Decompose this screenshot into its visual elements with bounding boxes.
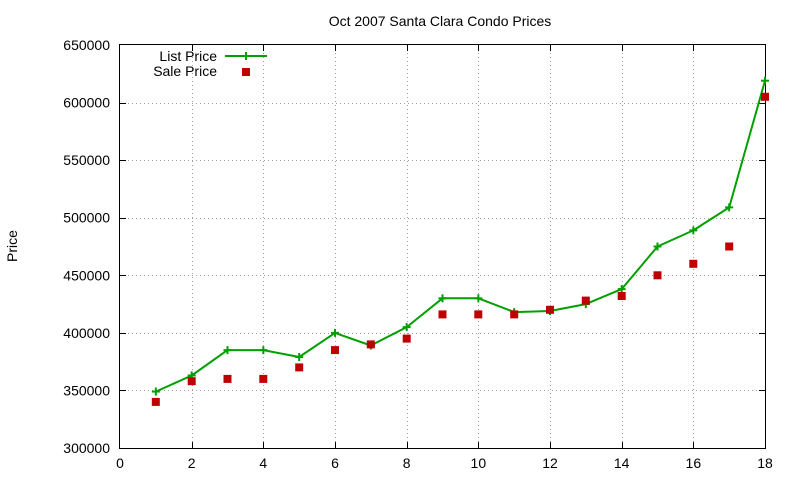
- list-price-point: [761, 76, 769, 85]
- y-tick-labels: 300000 350000 400000 450000 500000 550000 6000…: [63, 37, 110, 456]
- sale-price-point: [510, 310, 519, 319]
- sale-price-point: [295, 363, 304, 372]
- y-tick-label: 350000: [63, 382, 110, 398]
- sale-price-point: [366, 340, 375, 349]
- legend-marker-list-price: [242, 52, 250, 60]
- legend-marker-sale-price: [242, 68, 250, 76]
- legend-label-sale-price: Sale Price: [153, 63, 217, 79]
- x-tick-label: 18: [757, 455, 773, 471]
- x-tick-label: 8: [403, 455, 411, 471]
- sale-price-point: [223, 374, 232, 383]
- sale-price-point: [581, 296, 590, 305]
- sale-price-point: [761, 92, 769, 101]
- y-tick-label: 600000: [63, 95, 110, 111]
- chart-title: Oct 2007 Santa Clara Condo Prices: [329, 13, 552, 29]
- x-tick-label: 4: [259, 455, 267, 471]
- y-tick-label: 650000: [63, 37, 110, 53]
- x-tick-label: 0: [116, 455, 124, 471]
- x-tick-label: 10: [471, 455, 487, 471]
- sale-price-point: [151, 397, 160, 406]
- x-tick-labels: 0 2 4 6 8 10 12 14 16 18: [116, 455, 773, 471]
- sale-price-point: [546, 305, 554, 314]
- axis-ticks: [120, 45, 765, 448]
- list-price-point: [653, 242, 662, 251]
- list-price-point: [725, 203, 734, 212]
- list-price-point: [402, 323, 411, 332]
- y-tick-label: 300000: [63, 440, 110, 456]
- y-axis-label: Price: [4, 230, 20, 262]
- sale-price-point: [474, 310, 483, 319]
- y-tick-label: 450000: [63, 267, 110, 283]
- grid-lines: [120, 45, 765, 448]
- list-price-point: [617, 285, 626, 294]
- y-tick-label: 500000: [63, 210, 110, 226]
- sale-price-point: [725, 242, 734, 251]
- list-price-point: [223, 346, 232, 355]
- list-price-point: [295, 353, 304, 362]
- list-price-point: [331, 328, 339, 337]
- list-price-point: [689, 226, 698, 235]
- list-price-line: [155, 80, 766, 393]
- x-tick-label: 6: [331, 455, 339, 471]
- y-tick-label: 400000: [63, 325, 110, 341]
- legend: List Price Sale Price: [153, 48, 267, 79]
- sale-price-point: [689, 259, 698, 268]
- list-price-point: [438, 294, 447, 303]
- list-price-point: [259, 346, 268, 355]
- plot-frame: [119, 44, 766, 449]
- x-tick-label: 14: [614, 455, 630, 471]
- sale-price-point: [187, 377, 196, 386]
- sale-price-point: [438, 310, 447, 319]
- sale-price-point: [402, 334, 411, 343]
- sale-price-point: [259, 374, 268, 383]
- x-tick-label: 2: [188, 455, 196, 471]
- x-tick-label: 16: [686, 455, 702, 471]
- sale-price-point: [617, 292, 626, 300]
- sale-price-point: [653, 271, 662, 280]
- list-price-point: [151, 387, 160, 396]
- legend-label-list-price: List Price: [159, 48, 217, 64]
- y-tick-label: 550000: [63, 152, 110, 168]
- list-price-point: [474, 294, 483, 303]
- x-tick-label: 12: [542, 455, 558, 471]
- sale-price-point: [331, 346, 339, 355]
- data-series: [151, 76, 769, 406]
